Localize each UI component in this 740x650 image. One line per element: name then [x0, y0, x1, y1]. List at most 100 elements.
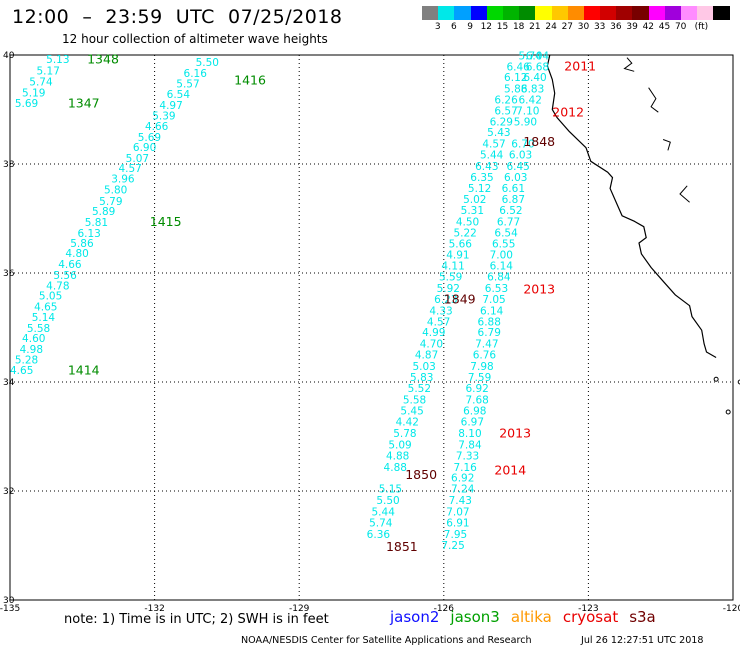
pass-time-label: 2013 — [523, 282, 555, 297]
wave-height-value: 4.66 — [145, 121, 169, 133]
color-swatch — [551, 6, 568, 20]
pass-time-label: 2013 — [499, 426, 531, 441]
x-tick-label: -132 — [144, 604, 164, 614]
color-swatch — [713, 6, 730, 20]
wave-height-value: 7.07 — [446, 507, 469, 519]
color-scale-tick: 3 — [434, 22, 441, 32]
color-swatch — [648, 6, 665, 20]
wave-height-value: 5.44 — [372, 507, 396, 519]
y-tick-label: 34 — [3, 378, 15, 388]
pass-time-label: 1347 — [68, 95, 100, 110]
wave-height-value: 4.66 — [58, 259, 82, 271]
wave-height-value: 4.50 — [456, 217, 479, 229]
wave-height-value: 5.39 — [152, 110, 175, 122]
wave-height-value: 7.84 — [458, 439, 482, 451]
wave-height-value: 6.76 — [473, 350, 497, 362]
color-scale-tick: 39 — [626, 22, 638, 32]
color-scale-tick: 15 — [496, 22, 509, 32]
pass-time-label: 2012 — [552, 105, 584, 120]
wave-height-value: 5.17 — [37, 66, 60, 78]
wave-height-value: 6.42 — [519, 95, 542, 107]
wave-height-value: 6.03 — [509, 150, 532, 162]
island — [725, 409, 731, 415]
wave-height-value: 4.57 — [482, 139, 505, 151]
color-scale-tick: 12 — [480, 22, 493, 32]
land-boundary — [648, 87, 659, 113]
wave-height-value: 6.45 — [506, 161, 529, 173]
wave-height-value: 5.69 — [138, 132, 161, 144]
y-tick-label: 38 — [3, 160, 15, 170]
wave-height-value: 5.80 — [104, 184, 127, 196]
footnote: note: 1) Time is in UTC; 2) SWH is in fe… — [64, 612, 329, 627]
wave-height-value: 4.33 — [429, 305, 452, 317]
pass-time-label: 1848 — [523, 134, 555, 149]
color-scale-unit: (ft) — [694, 22, 709, 32]
wave-height-value: 4.42 — [396, 417, 419, 429]
wave-height-value: 4.78 — [46, 280, 69, 292]
island — [713, 376, 719, 382]
y-tick-label: 40 — [3, 51, 15, 61]
wave-height-value: 7.05 — [482, 294, 505, 306]
y-tick-label: 36 — [3, 269, 15, 279]
coastline — [546, 54, 717, 359]
wave-height-value: 4.80 — [65, 248, 88, 260]
satellite-legend-cryosat: cryosat — [562, 608, 619, 626]
wave-height-value: 4.57 — [427, 316, 450, 328]
wave-height-value: 7.59 — [468, 372, 491, 384]
satellite-legend: jason2 jason3 altika cryosat s3a — [390, 608, 667, 626]
wave-height-value: 5.13 — [46, 54, 69, 66]
wave-height-value: 6.46 — [506, 61, 530, 73]
wave-height-value: 6.92 — [465, 383, 488, 395]
wave-height-value: 4.57 — [118, 163, 141, 175]
wave-height-value: 4.87 — [415, 350, 438, 362]
wave-height-value: 7.98 — [470, 361, 493, 373]
wave-height-value: 6.16 — [184, 68, 208, 80]
pass-time-label: 1849 — [444, 292, 476, 307]
wave-height-value: 5.74 — [369, 517, 393, 529]
wave-height-value: 7.10 — [516, 105, 539, 117]
wave-height-value: 7.00 — [490, 249, 513, 261]
land-boundary — [623, 57, 635, 72]
wave-height-value: 5.57 — [176, 79, 199, 91]
color-scale-tick: 27 — [561, 22, 574, 32]
wave-height-value: 6.26 — [494, 95, 518, 107]
wave-height-value: 5.79 — [99, 196, 122, 208]
wave-height-value: 6.98 — [463, 406, 486, 418]
wave-height-value: 4.99 — [422, 327, 445, 339]
satellite-legend-jason3: jason3 — [450, 608, 500, 626]
x-tick-label: -126 — [434, 604, 455, 614]
color-scale-tick: 18 — [512, 22, 525, 32]
credit-line: NOAA/NESDIS Center for Satellite Applica… — [241, 635, 532, 646]
color-scale-tick: 70 — [674, 22, 687, 32]
wave-height-value: 5.22 — [453, 227, 476, 239]
wave-height-value: 6.91 — [446, 517, 469, 529]
wave-height-value: 4.65 — [34, 302, 57, 314]
color-swatch — [422, 6, 439, 20]
pass-time-label: 1415 — [150, 214, 182, 229]
color-swatch — [697, 6, 714, 20]
wave-height-value: 7.47 — [475, 339, 498, 351]
wave-height-value: 6.57 — [494, 105, 517, 117]
wave-height-value: 6.61 — [502, 183, 525, 195]
wave-height-value: 6.52 — [499, 205, 522, 217]
color-swatch — [583, 6, 601, 20]
wave-height-value: 7.43 — [449, 495, 472, 507]
wave-height-value: 5.90 — [514, 116, 537, 128]
wave-height-value: 5.31 — [461, 205, 484, 217]
y-tick-label: 30 — [3, 596, 15, 606]
wave-height-value: 3.96 — [111, 174, 135, 186]
color-swatch — [681, 6, 698, 20]
color-swatch — [632, 6, 649, 20]
color-scale-legend: 3 6 9 12 15 18 21 24 27 30 33 36 39 42 45 70 (ft) — [422, 6, 740, 34]
wave-height-value: 6.77 — [497, 217, 520, 229]
wave-height-value: 5.44 — [480, 150, 504, 162]
wave-height-value: 5.59 — [439, 272, 462, 284]
x-tick-label: -120 — [723, 604, 740, 614]
color-scale-tick: 42 — [642, 22, 655, 32]
map-frame — [9, 54, 734, 601]
wave-height-value: 6.68 — [526, 61, 549, 73]
wave-height-value: 5.89 — [92, 206, 115, 218]
wave-height-value: 5.52 — [408, 383, 431, 395]
wave-height-value: 5.81 — [85, 217, 108, 229]
color-scale-swatches — [422, 6, 740, 20]
